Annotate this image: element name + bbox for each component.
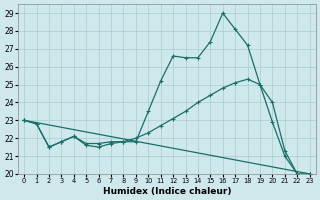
X-axis label: Humidex (Indice chaleur): Humidex (Indice chaleur) <box>103 187 231 196</box>
